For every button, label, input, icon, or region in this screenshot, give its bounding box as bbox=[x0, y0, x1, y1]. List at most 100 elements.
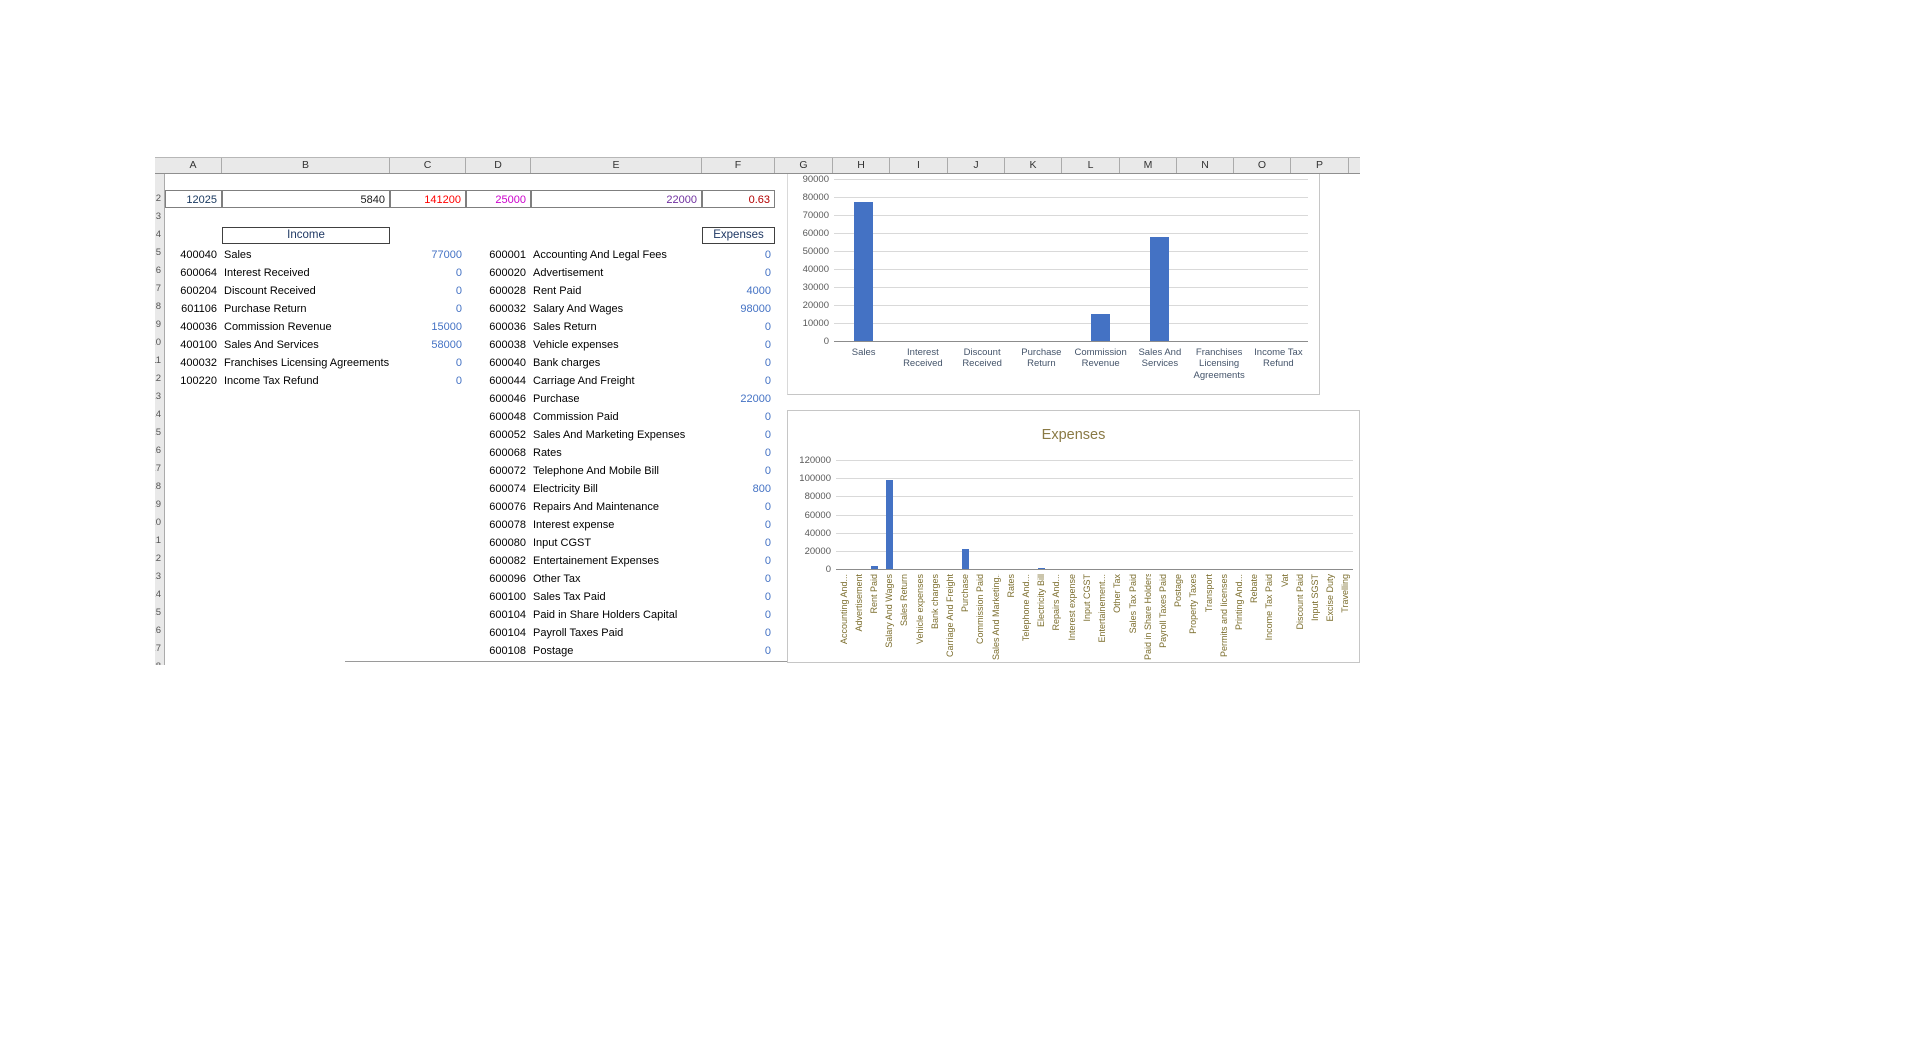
column-header[interactable]: H bbox=[833, 158, 890, 173]
account-name-cell[interactable]: Sales Tax Paid bbox=[533, 591, 606, 603]
chart-bar[interactable] bbox=[870, 565, 878, 570]
account-name-cell[interactable]: Accounting And Legal Fees bbox=[533, 249, 667, 261]
account-name-cell[interactable]: Interest Received bbox=[224, 267, 310, 279]
column-header[interactable]: F bbox=[702, 158, 775, 173]
amount-cell[interactable]: 15000 bbox=[431, 321, 462, 333]
account-name-cell[interactable]: Paid in Share Holders Capital bbox=[533, 609, 678, 621]
account-name-cell[interactable]: Purchase Return bbox=[224, 303, 307, 315]
account-name-cell[interactable]: Interest expense bbox=[533, 519, 615, 531]
column-header[interactable]: A bbox=[165, 158, 222, 173]
account-code-cell[interactable]: 600080 bbox=[489, 537, 526, 549]
account-name-cell[interactable]: Other Tax bbox=[533, 573, 581, 585]
amount-cell[interactable]: 0 bbox=[764, 537, 771, 549]
chart-bar[interactable] bbox=[961, 549, 969, 570]
chart-bar[interactable] bbox=[1150, 236, 1170, 341]
account-code-cell[interactable]: 600068 bbox=[489, 447, 526, 459]
chart-bar[interactable] bbox=[1091, 314, 1111, 341]
column-header[interactable]: D bbox=[466, 158, 531, 173]
expenses-chart[interactable]: Expenses 120000 100000 80000 60000 40000 2000… bbox=[787, 410, 1360, 663]
income-chart[interactable]: 90000 80000 70000 60000 50000 40000 30000 20000… bbox=[787, 174, 1320, 395]
account-name-cell[interactable]: Commission Paid bbox=[533, 411, 619, 423]
summary-cell[interactable]: 5840 bbox=[222, 190, 390, 208]
account-code-cell[interactable]: 600046 bbox=[489, 393, 526, 405]
account-code-cell[interactable]: 600048 bbox=[489, 411, 526, 423]
account-code-cell[interactable]: 600104 bbox=[489, 627, 526, 639]
column-header[interactable]: M bbox=[1120, 158, 1177, 173]
column-header[interactable]: K bbox=[1005, 158, 1062, 173]
account-code-cell[interactable]: 600096 bbox=[489, 573, 526, 585]
account-name-cell[interactable]: Salary And Wages bbox=[533, 303, 624, 315]
summary-cell[interactable]: 0.63 bbox=[702, 190, 775, 208]
amount-cell[interactable]: 0 bbox=[764, 339, 771, 351]
account-code-cell[interactable]: 600032 bbox=[489, 303, 526, 315]
amount-cell[interactable]: 0 bbox=[455, 357, 462, 369]
amount-cell[interactable]: 0 bbox=[764, 249, 771, 261]
chart-bar[interactable] bbox=[854, 202, 874, 341]
column-header[interactable]: J bbox=[948, 158, 1005, 173]
account-code-cell[interactable]: 600020 bbox=[489, 267, 526, 279]
amount-cell[interactable]: 0 bbox=[764, 465, 771, 477]
amount-cell[interactable]: 0 bbox=[455, 375, 462, 387]
amount-cell[interactable]: 0 bbox=[764, 501, 771, 513]
amount-cell[interactable]: 0 bbox=[455, 267, 462, 279]
account-name-cell[interactable]: Income Tax Refund bbox=[224, 375, 319, 387]
column-header[interactable]: B bbox=[222, 158, 390, 173]
amount-cell[interactable]: 77000 bbox=[431, 249, 462, 261]
account-name-cell[interactable]: Purchase bbox=[533, 393, 580, 405]
account-name-cell[interactable]: Sales Return bbox=[533, 321, 597, 333]
account-name-cell[interactable]: Electricity Bill bbox=[533, 483, 598, 495]
account-name-cell[interactable]: Advertisement bbox=[533, 267, 604, 279]
account-name-cell[interactable]: Telephone And Mobile Bill bbox=[533, 465, 659, 477]
account-name-cell[interactable]: Input CGST bbox=[533, 537, 592, 549]
expenses-section-header[interactable]: Expenses bbox=[702, 227, 775, 244]
amount-cell[interactable]: 0 bbox=[764, 573, 771, 585]
column-header[interactable]: G bbox=[775, 158, 833, 173]
account-name-cell[interactable]: Franchises Licensing Agreements bbox=[224, 357, 390, 369]
account-name-cell[interactable]: Sales And Marketing Expenses bbox=[533, 429, 686, 441]
column-header[interactable]: P bbox=[1291, 158, 1349, 173]
chart-bar[interactable] bbox=[885, 480, 893, 570]
amount-cell[interactable]: 0 bbox=[764, 411, 771, 423]
summary-cell[interactable]: 25000 bbox=[466, 190, 531, 208]
column-header[interactable]: E bbox=[531, 158, 702, 173]
account-code-cell[interactable]: 600001 bbox=[489, 249, 526, 261]
account-name-cell[interactable]: Repairs And Maintenance bbox=[533, 501, 659, 513]
amount-cell[interactable]: 4000 bbox=[746, 285, 771, 297]
account-code-cell[interactable]: 100220 bbox=[180, 375, 217, 387]
account-name-cell[interactable]: Sales bbox=[224, 249, 252, 261]
account-name-cell[interactable]: Commission Revenue bbox=[224, 321, 332, 333]
amount-cell[interactable]: 0 bbox=[764, 591, 771, 603]
account-code-cell[interactable]: 600108 bbox=[489, 645, 526, 657]
account-code-cell[interactable]: 600038 bbox=[489, 339, 526, 351]
account-name-cell[interactable]: Entertainement Expenses bbox=[533, 555, 659, 567]
account-name-cell[interactable]: Sales And Services bbox=[224, 339, 319, 351]
amount-cell[interactable]: 0 bbox=[764, 267, 771, 279]
account-name-cell[interactable]: Payroll Taxes Paid bbox=[533, 627, 624, 639]
account-code-cell[interactable]: 600036 bbox=[489, 321, 526, 333]
account-name-cell[interactable]: Postage bbox=[533, 645, 574, 657]
column-header[interactable]: C bbox=[390, 158, 466, 173]
row-number-strip[interactable]: 2345678910111213141516171819202122232425… bbox=[155, 174, 165, 665]
account-name-cell[interactable]: Vehicle expenses bbox=[533, 339, 619, 351]
account-code-cell[interactable]: 400040 bbox=[180, 249, 217, 261]
amount-cell[interactable]: 0 bbox=[764, 357, 771, 369]
column-header[interactable]: O bbox=[1234, 158, 1291, 173]
account-code-cell[interactable]: 600052 bbox=[489, 429, 526, 441]
account-code-cell[interactable]: 600074 bbox=[489, 483, 526, 495]
summary-cell[interactable]: 22000 bbox=[531, 190, 702, 208]
account-code-cell[interactable]: 600028 bbox=[489, 285, 526, 297]
account-code-cell[interactable]: 600064 bbox=[180, 267, 217, 279]
account-code-cell[interactable]: 600044 bbox=[489, 375, 526, 387]
account-name-cell[interactable]: Carriage And Freight bbox=[533, 375, 635, 387]
account-code-cell[interactable]: 600204 bbox=[180, 285, 217, 297]
account-code-cell[interactable]: 600040 bbox=[489, 357, 526, 369]
amount-cell[interactable]: 58000 bbox=[431, 339, 462, 351]
column-header[interactable]: L bbox=[1062, 158, 1120, 173]
amount-cell[interactable]: 0 bbox=[764, 375, 771, 387]
amount-cell[interactable]: 0 bbox=[764, 555, 771, 567]
amount-cell[interactable]: 22000 bbox=[740, 393, 771, 405]
account-name-cell[interactable]: Bank charges bbox=[533, 357, 601, 369]
account-code-cell[interactable]: 601106 bbox=[181, 303, 217, 315]
amount-cell[interactable]: 0 bbox=[764, 519, 771, 531]
summary-cell[interactable]: 12025 bbox=[165, 190, 222, 208]
